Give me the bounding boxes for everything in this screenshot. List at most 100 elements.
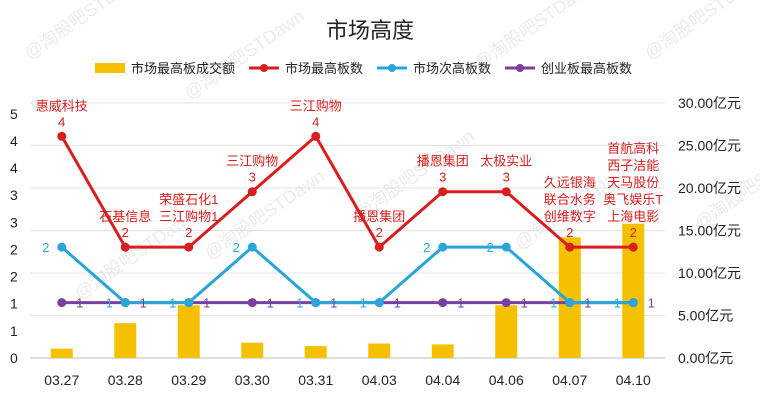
watermark-text: @淘股吧STDawn — [641, 0, 760, 63]
annotation-stock-name: 三江购物1 — [159, 209, 218, 224]
right-axis-tick: 10.00亿元 — [678, 265, 741, 281]
annotation-stock-name: 久远银海 — [544, 175, 596, 190]
label-second-board: 1 — [550, 296, 557, 311]
annotation-stock-name: 惠威科技 — [36, 98, 88, 113]
bar-turnover — [368, 343, 391, 358]
label-highest-board: 2 — [185, 225, 192, 240]
label-second-board: 2 — [423, 240, 430, 255]
label-second-board: 1 — [106, 296, 113, 311]
x-axis-tick: 03.31 — [298, 372, 333, 388]
left-axis-tick: 3 — [10, 187, 18, 203]
x-axis-tick: 03.27 — [44, 372, 79, 388]
annotation-stock-name: 太极实业 — [480, 154, 532, 169]
x-axis-tick: 04.07 — [552, 372, 587, 388]
left-axis-tick: 4 — [10, 133, 18, 149]
left-axis-tick: 4 — [10, 160, 18, 176]
label-highest-board: 4 — [312, 114, 319, 129]
annotation-stock-name: 播恩集团 — [417, 154, 469, 169]
series-point — [247, 298, 257, 308]
chart-title: 市场高度 — [326, 18, 414, 43]
left-axis-tick: 3 — [10, 214, 18, 230]
line-series — [57, 131, 638, 308]
x-axis-tick: 04.04 — [425, 372, 460, 388]
label-chinext-board: 1 — [648, 296, 655, 311]
label-second-board: 2 — [42, 240, 49, 255]
series-line — [60, 134, 634, 249]
series-point — [311, 298, 321, 308]
series-point — [120, 298, 130, 308]
x-axis-tick: 03.30 — [235, 372, 270, 388]
bar-turnover — [558, 237, 581, 358]
label-highest-board: 2 — [376, 225, 383, 240]
annotation-stock-name: 联合水务 — [544, 192, 596, 207]
label-highest-board: 3 — [503, 170, 510, 185]
legend-label: 创业板最高板数 — [541, 61, 632, 76]
label-second-board: 1 — [296, 296, 303, 311]
bar-turnover — [114, 323, 137, 358]
bar-turnover — [177, 305, 200, 358]
series-point — [374, 242, 384, 252]
annotation-stock-name: 西子洁能 — [607, 158, 659, 173]
annotation-stock-name: 奥飞娱乐T — [603, 192, 663, 207]
bar-series — [50, 223, 645, 358]
series-point — [501, 187, 511, 197]
axes: 0.00亿元 5.00亿元 10.00亿元 15.00亿元 20.00亿元 25.00亿元… — [10, 95, 741, 388]
series-point — [57, 242, 67, 252]
label-second-board: 2 — [233, 240, 240, 255]
series-point — [374, 298, 384, 308]
label-chinext-board: 1 — [140, 296, 147, 311]
label-second-board: 1 — [360, 296, 367, 311]
left-axis-tick: 5 — [10, 106, 18, 122]
label-chinext-board: 1 — [521, 296, 528, 311]
legend-swatch-point — [260, 64, 268, 72]
legend: 市场最高板成交额 市场最高板数 市场次高板数 创业板最高板数 — [95, 61, 632, 76]
series-point — [438, 242, 448, 252]
x-axis-tick: 03.28 — [108, 372, 143, 388]
series-point — [57, 298, 67, 308]
legend-label: 市场最高板成交额 — [131, 61, 235, 76]
label-chinext-board: 1 — [203, 296, 210, 311]
x-axis-tick: 04.10 — [616, 372, 651, 388]
series-point — [184, 242, 194, 252]
series-point — [501, 298, 511, 308]
annotation-stock-name: 上海电影 — [607, 209, 659, 224]
series-point — [501, 242, 511, 252]
data-labels: 4 2 2 3 4 2 3 3 2 2 2 1 1 2 1 1 2 2 1 1 1 1 1 1 1 1 1 1 1 1 — [42, 114, 655, 310]
annotation-stock-name: 播恩集团 — [353, 209, 405, 224]
series-point — [57, 131, 67, 141]
bar-turnover — [50, 348, 73, 358]
left-axis-tick: 2 — [10, 241, 18, 257]
annotation-stock-name: 三江购物 — [290, 98, 342, 113]
right-axis-tick: 25.00亿元 — [678, 138, 741, 154]
bar-turnover — [304, 346, 327, 358]
label-highest-board: 2 — [630, 225, 637, 240]
right-axis-tick: 0.00亿元 — [678, 350, 733, 366]
label-chinext-board: 1 — [394, 296, 401, 311]
series-line — [60, 245, 634, 305]
legend-label: 市场次高板数 — [413, 61, 491, 76]
left-axis-tick: 1 — [10, 323, 18, 339]
label-chinext-board: 1 — [267, 296, 274, 311]
annotation-stock-name: 天马股份 — [607, 175, 659, 190]
label-highest-board: 2 — [566, 225, 573, 240]
legend-swatch-bar — [95, 63, 125, 73]
series-point — [438, 298, 448, 308]
series-point — [438, 187, 448, 197]
right-axis-tick: 5.00亿元 — [678, 308, 733, 324]
watermark-text: @淘股吧STDawn — [21, 0, 148, 63]
right-axis-tick: 15.00亿元 — [678, 223, 741, 239]
legend-swatch-point — [516, 64, 524, 72]
right-axis-tick: 20.00亿元 — [678, 180, 741, 196]
left-axis-tick: 0 — [10, 350, 18, 366]
label-highest-board: 3 — [439, 170, 446, 185]
x-axis-tick: 04.06 — [489, 372, 524, 388]
bar-turnover — [241, 342, 264, 358]
label-second-board: 1 — [614, 296, 621, 311]
series-point — [565, 242, 575, 252]
annotation-stock-name: 石基信息 — [99, 209, 151, 224]
label-chinext-board: 1 — [584, 296, 591, 311]
label-chinext-board: 1 — [330, 296, 337, 311]
left-axis-tick: 1 — [10, 296, 18, 312]
label-highest-board: 2 — [122, 225, 129, 240]
